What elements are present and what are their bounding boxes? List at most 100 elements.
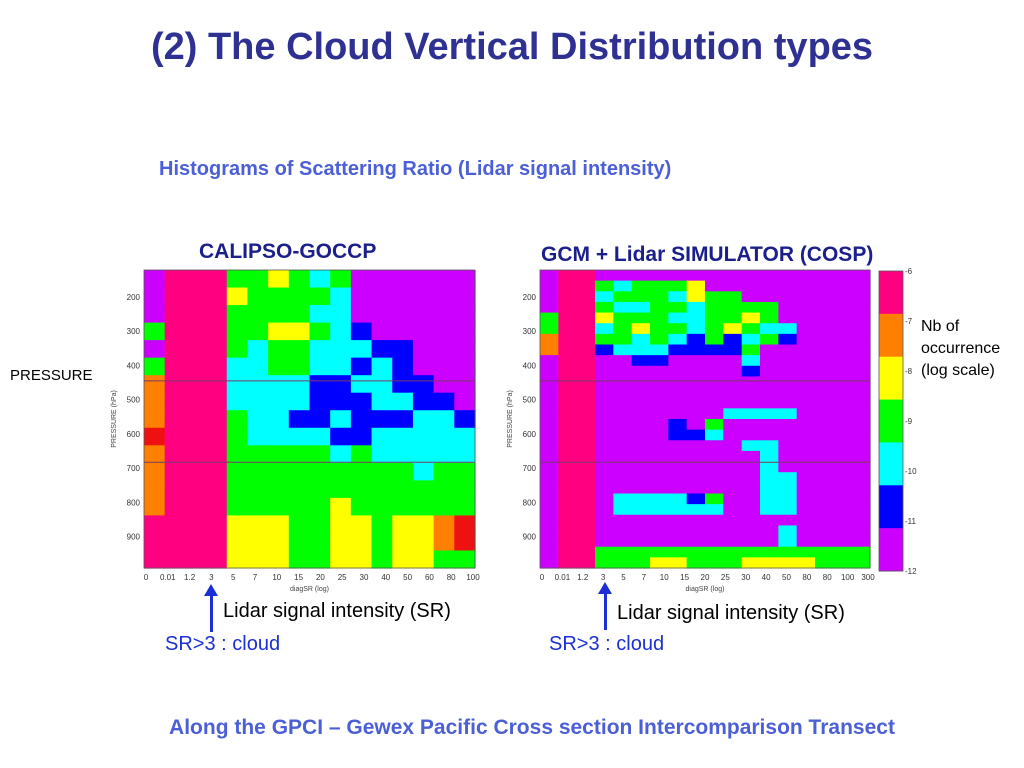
heatmap-cell — [833, 546, 853, 558]
heatmap-cell — [686, 514, 706, 527]
heatmap-cell — [741, 323, 761, 335]
heatmap-cell — [226, 322, 249, 341]
heatmap-cell — [815, 333, 834, 346]
heatmap-cell — [778, 365, 798, 378]
heatmap-cell — [288, 392, 311, 411]
colorbar-segment — [879, 271, 903, 315]
heatmap-cell — [540, 312, 559, 324]
heatmap-cell — [760, 323, 779, 335]
heatmap-cell — [226, 340, 249, 359]
heatmap-cell — [247, 270, 269, 289]
heatmap-cell — [206, 427, 228, 446]
heatmap-cell — [815, 429, 834, 441]
heatmap-cell — [247, 550, 269, 569]
heatmap-cell — [668, 482, 688, 495]
heatmap-cell — [558, 482, 578, 495]
heatmap-cell — [371, 497, 393, 517]
heatmap-cell — [558, 525, 578, 537]
heatmap-cell — [247, 480, 269, 499]
heatmap-cell — [613, 514, 633, 527]
x-tick-label: 80 — [802, 573, 811, 582]
heatmap-cell — [144, 340, 166, 359]
heatmap-cell — [268, 375, 290, 394]
heatmap-cell — [851, 504, 871, 516]
colorbar-frame — [878, 270, 904, 572]
heatmap-cell — [851, 440, 871, 452]
heatmap-cell — [851, 312, 871, 324]
heatmap-cell — [686, 450, 706, 463]
heatmap-cell — [392, 515, 414, 534]
colorbar: -6 -7 -8 -9 -10 -11 -12 — [878, 267, 917, 576]
cloud-threshold-note-right: SR>3 : cloud — [549, 633, 665, 655]
heatmap-cell — [206, 462, 228, 481]
heatmap-cell — [164, 287, 186, 306]
heatmap-cell — [796, 291, 816, 303]
plot-frame — [539, 269, 871, 569]
heatmap-cell — [288, 550, 311, 569]
heatmap-cell — [741, 365, 761, 378]
heatmap-cell — [595, 280, 614, 292]
heatmap-cell — [778, 376, 798, 388]
heatmap-cell — [164, 392, 186, 411]
colorbar-segment — [879, 442, 903, 486]
up-arrow-icon — [204, 584, 218, 632]
heatmap-cell — [247, 340, 269, 359]
heatmap-cell — [851, 270, 871, 282]
heatmap-cell — [185, 357, 207, 376]
heatmap-cell — [454, 550, 476, 569]
heatmap-cell — [540, 344, 559, 356]
heatmap-cell — [576, 323, 596, 335]
heatmap-cell — [330, 427, 352, 446]
heatmap-cell — [815, 301, 834, 314]
heatmap-cell — [686, 472, 706, 484]
y-tick-label: 400 — [127, 361, 141, 370]
heatmap-cell — [247, 322, 269, 341]
heatmap-cell — [631, 450, 651, 463]
heatmap-cell — [576, 482, 596, 495]
heatmap-cell — [206, 375, 228, 394]
heatmap-cell — [226, 410, 249, 429]
y-tick-label: 500 — [127, 396, 141, 405]
up-arrow-icon — [598, 582, 612, 630]
heatmap-cell — [454, 357, 476, 376]
heatmap-cell — [595, 408, 614, 420]
x-tick-label: 80 — [447, 573, 456, 582]
heatmap-cell — [558, 397, 578, 409]
heatmap-cell — [723, 376, 743, 388]
heatmap-cell — [613, 461, 633, 473]
heatmap-cell — [778, 408, 798, 420]
heatmap-cell — [668, 419, 688, 431]
heatmap-cell — [760, 493, 779, 505]
heatmap-cell — [309, 270, 331, 289]
heatmap-cell — [433, 462, 455, 481]
y-tick-label: 600 — [127, 430, 141, 439]
heatmap-cell — [815, 419, 834, 431]
heatmap-cell — [392, 322, 414, 341]
heatmap-cell — [815, 312, 834, 324]
heatmap-cell — [833, 376, 853, 388]
heatmap-cell — [185, 480, 207, 499]
heatmap-cell — [760, 397, 779, 409]
pressure-label: PRESSURE — [10, 367, 93, 384]
heatmap-cell — [330, 462, 352, 481]
x-tick-label: 100 — [466, 573, 480, 582]
heatmap-cell — [668, 536, 688, 548]
heatmap-cell — [350, 515, 373, 534]
heatmap-cell — [833, 514, 853, 527]
heatmap-cell — [741, 536, 761, 548]
heatmap-cell — [815, 387, 834, 399]
heatmap-cell — [540, 525, 559, 537]
heatmap-cell — [613, 270, 633, 282]
heatmap-cell — [206, 410, 228, 429]
x-tick-label: 25 — [338, 573, 347, 582]
heatmap-cell — [185, 322, 207, 341]
heatmap-cell — [595, 323, 614, 335]
heatmap-cell — [144, 427, 166, 446]
heatmap-cell — [815, 365, 834, 378]
heatmap-cell — [686, 408, 706, 420]
heatmap-cell — [650, 355, 669, 367]
heatmap-cell — [760, 546, 779, 558]
heatmap-cell — [412, 287, 435, 306]
heatmap-cell — [558, 419, 578, 431]
x-tick-label: 10 — [272, 573, 281, 582]
